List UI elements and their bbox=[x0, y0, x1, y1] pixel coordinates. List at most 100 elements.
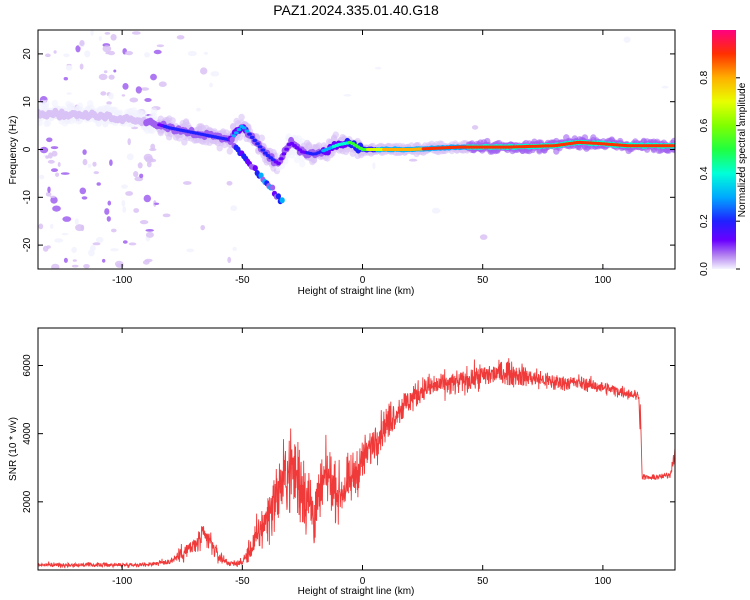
spectrogram-noise-cell bbox=[135, 86, 142, 94]
spectrogram-ridge-core bbox=[278, 157, 284, 161]
spectrogram-noise-cell bbox=[200, 67, 208, 75]
spectrogram-ridge-core bbox=[255, 142, 260, 146]
spectrogram-noise-cell bbox=[122, 206, 127, 213]
snr-y-tick-label: 6000 bbox=[22, 354, 33, 377]
spectrogram-noise-cell bbox=[186, 248, 195, 253]
spectrogram-halo-cell bbox=[51, 99, 58, 107]
spectrogram-noise-cell bbox=[133, 171, 139, 178]
spectrogram-noise-cell bbox=[108, 74, 115, 80]
snr-x-tick-label: 0 bbox=[360, 576, 366, 587]
spectrogram-noise-cell bbox=[90, 30, 94, 36]
spectrogram-y-tick-label: -20 bbox=[22, 237, 33, 252]
spectrogram-noise-cell bbox=[153, 49, 162, 55]
spectrogram-noise-cell bbox=[45, 155, 50, 159]
spectrogram-noise-cell bbox=[63, 77, 68, 81]
spectrogram-halo-cell bbox=[293, 156, 301, 164]
spectrogram-noise-cell bbox=[122, 240, 128, 244]
snr-plot-frame bbox=[37, 327, 676, 571]
spectrogram-y-label: Frequency (Hz) bbox=[8, 116, 19, 185]
spectrogram-noise-cell bbox=[93, 171, 100, 175]
spectrogram-ridge-core bbox=[231, 134, 237, 138]
spectrogram-ridge-core bbox=[244, 129, 250, 133]
snr-y-tick-label: 4000 bbox=[22, 422, 33, 445]
spectrogram-noise-cell bbox=[55, 172, 60, 177]
colorbar-tick-label: 0.2 bbox=[699, 214, 710, 228]
colorbar: 0.0 0.2 0.4 0.6 0.8 Normalized spectral ampl… bbox=[699, 30, 748, 276]
spectrogram-ridge-core bbox=[268, 156, 274, 160]
colorbar-label: Normalized spectral amplitude bbox=[737, 82, 748, 217]
spectrogram-noise-cell bbox=[146, 161, 152, 168]
spectrogram-ridge-core bbox=[281, 152, 287, 156]
spectrogram-noise-cell bbox=[139, 220, 149, 225]
snr-x-tick-label: 50 bbox=[477, 576, 489, 587]
spectrogram-noise-cell bbox=[479, 234, 488, 240]
spectrogram-noise-cell bbox=[87, 163, 92, 168]
spectrogram-halo-cell bbox=[332, 131, 339, 139]
spectrogram-x-tick-label: -50 bbox=[235, 275, 250, 286]
spectrogram-noise-cell bbox=[144, 98, 152, 102]
spectrogram-noise-cell bbox=[125, 51, 133, 56]
spectrogram-noise-cell bbox=[140, 87, 150, 91]
spectrogram-noise-cell bbox=[66, 92, 72, 95]
spectrogram-branch-cell bbox=[275, 193, 281, 200]
spectrogram-noise-cell bbox=[187, 50, 197, 57]
spectrogram-ridge-core bbox=[249, 135, 255, 139]
spectrogram-x-tick-label: 100 bbox=[595, 275, 612, 286]
spectrogram-noise-cell bbox=[143, 194, 151, 203]
spectrogram-halo-cell bbox=[169, 117, 176, 125]
spectrogram-noise-cell bbox=[52, 205, 61, 212]
spectrogram-ridge-core bbox=[233, 131, 239, 135]
spectrogram-noise-cell bbox=[196, 107, 201, 112]
spectrogram-noise-cell bbox=[661, 85, 669, 89]
spectrogram-ridge-core bbox=[270, 158, 276, 162]
spectrogram-noise-cell bbox=[150, 143, 156, 150]
spectrogram-y-tick-label: -10 bbox=[22, 190, 33, 205]
spectrogram-halo-cell bbox=[140, 110, 148, 118]
spectrogram-noise-cell bbox=[200, 225, 205, 231]
spectrogram-noise-cell bbox=[108, 92, 114, 100]
spectrogram-noise-cell bbox=[102, 258, 106, 263]
spectrogram-noise-cell bbox=[210, 71, 220, 77]
spectrogram-noise-cell bbox=[343, 94, 352, 97]
snr-y-tick-label: 2000 bbox=[22, 490, 33, 513]
spectrogram-noise-cell bbox=[81, 196, 88, 200]
spectrogram-ridge-core bbox=[276, 161, 281, 165]
spectrogram-noise-cell bbox=[133, 208, 140, 213]
spectrogram-noise-cell bbox=[121, 184, 128, 189]
spectrogram-noise-cell bbox=[50, 196, 58, 204]
spectrogram-noise-cell bbox=[431, 207, 441, 214]
spectrogram-noise-cell bbox=[623, 36, 631, 43]
spectrogram-field bbox=[38, 30, 675, 269]
spectrogram-noise-cell bbox=[142, 260, 150, 265]
spectrogram-noise-cell bbox=[121, 94, 126, 97]
spectrogram-noise-cell bbox=[92, 242, 101, 246]
spectrogram-halo-cell bbox=[230, 123, 237, 130]
snr-y-label: SNR (10 * v/v) bbox=[8, 417, 19, 481]
spectrogram-noise-cell bbox=[50, 146, 59, 150]
spectrogram-noise-cell bbox=[209, 82, 214, 88]
spectrogram-noise-cell bbox=[144, 52, 151, 58]
spectrogram-halo-cell bbox=[117, 109, 124, 117]
spectrogram-noise-cell bbox=[129, 97, 139, 103]
spectrogram-noise-cell bbox=[106, 216, 111, 222]
spectrogram-halo-cell bbox=[238, 113, 245, 121]
spectrogram-branch-cell bbox=[252, 165, 258, 172]
spectrogram-noise-cell bbox=[106, 101, 112, 105]
colorbar-tick-label: 0.6 bbox=[699, 118, 710, 132]
spectrogram-ridge-core bbox=[247, 132, 252, 136]
snr-x-tick-label: 100 bbox=[595, 576, 612, 587]
spectrogram-x-label: Height of straight line (km) bbox=[298, 286, 415, 297]
spectrogram-noise-cell bbox=[145, 231, 154, 238]
spectrogram-halo-cell bbox=[236, 133, 244, 141]
colorbar-gradient bbox=[712, 30, 736, 269]
spectrogram-ridge-core bbox=[292, 144, 297, 148]
spectrogram-noise-cell bbox=[125, 191, 133, 196]
colorbar-tick-label: 0.4 bbox=[699, 166, 710, 180]
spectrogram-noise-cell bbox=[176, 35, 185, 40]
spectrogram-noise-cell bbox=[74, 218, 79, 225]
spectrogram-noise-cell bbox=[109, 159, 113, 166]
figure-title: PAZ1.2024.335.01.40.G18 bbox=[273, 2, 439, 18]
spectrogram-noise-cell bbox=[47, 159, 55, 164]
